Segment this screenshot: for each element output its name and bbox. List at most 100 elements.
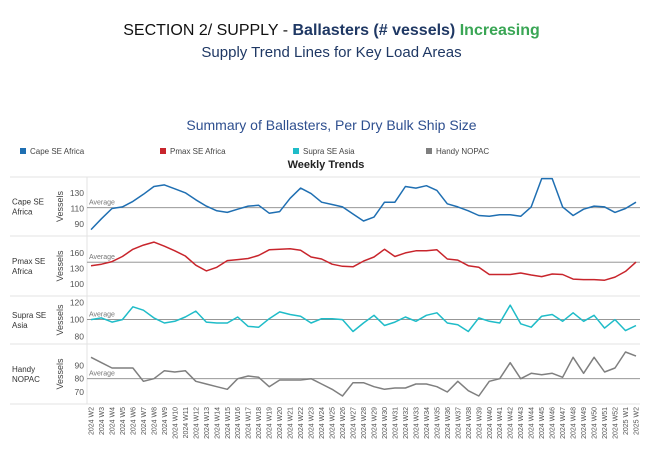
x-tick-label: 2024 W39 xyxy=(476,407,483,439)
y-tick-label: 160 xyxy=(70,248,84,258)
average-label: Average xyxy=(89,371,115,378)
y-tick-label: 90 xyxy=(75,360,85,370)
x-tick-label: 2024 W3 xyxy=(99,407,106,435)
legend-label: Cape SE Africa xyxy=(30,147,85,156)
x-tick-label: 2024 W4 xyxy=(110,407,117,435)
panel-label: Asia xyxy=(12,321,28,330)
x-tick-label: 2024 W22 xyxy=(298,407,305,439)
x-tick-label: 2024 W46 xyxy=(550,407,557,439)
x-tick-label: 2024 W21 xyxy=(288,407,295,439)
x-tick-label: 2024 W15 xyxy=(225,407,232,439)
series-line xyxy=(90,241,637,281)
x-tick-label: 2024 W33 xyxy=(413,407,420,439)
x-tick-label: 2024 W48 xyxy=(571,407,578,439)
x-tick-label: 2024 W41 xyxy=(497,407,504,439)
panel-label: Cape SE xyxy=(12,198,44,207)
x-tick-label: 2024 W49 xyxy=(581,407,588,439)
y-tick-label: 120 xyxy=(70,298,84,308)
panel-label: Pmax SE xyxy=(12,257,45,266)
y-tick-label: 100 xyxy=(70,279,84,289)
x-tick-label: 2024 W37 xyxy=(455,407,462,439)
legend-label: Pmax SE Africa xyxy=(170,147,226,156)
y-tick-label: 110 xyxy=(70,203,84,213)
section-heading: SECTION 2/ SUPPLY - Ballasters (# vessel… xyxy=(0,22,663,40)
x-tick-label: 2024 W50 xyxy=(592,407,599,439)
trend-status: Increasing xyxy=(459,22,540,39)
y-axis-title: Vessels xyxy=(55,250,65,282)
legend-swatch xyxy=(293,148,299,154)
x-tick-label: 2025 W2 xyxy=(634,407,641,435)
x-tick-label: 2024 W10 xyxy=(172,407,179,439)
x-tick-label: 2024 W17 xyxy=(246,407,253,439)
x-tick-label: 2024 W18 xyxy=(256,407,263,439)
x-tick-label: 2024 W44 xyxy=(529,407,536,439)
x-tick-label: 2024 W36 xyxy=(445,407,452,439)
y-tick-label: 100 xyxy=(70,315,84,325)
x-tick-label: 2024 W19 xyxy=(267,407,274,439)
x-tick-label: 2024 W38 xyxy=(466,407,473,439)
x-tick-label: 2024 W32 xyxy=(403,407,410,439)
x-tick-label: 2024 W11 xyxy=(183,407,190,438)
x-tick-label: 2024 W25 xyxy=(330,407,337,439)
x-tick-label: 2024 W51 xyxy=(602,407,609,439)
legend-swatch xyxy=(426,148,432,154)
x-tick-label: 2024 W14 xyxy=(214,407,221,439)
x-tick-label: 2024 W9 xyxy=(162,407,169,435)
x-tick-label: 2024 W31 xyxy=(392,407,399,439)
x-tick-label: 2024 W5 xyxy=(120,407,127,435)
x-tick-label: 2024 W45 xyxy=(539,407,546,439)
y-axis-title: Vessels xyxy=(55,304,65,336)
legend-label: Supra SE Asia xyxy=(303,147,355,156)
x-tick-label: 2024 W26 xyxy=(340,407,347,439)
x-tick-label: 2024 W27 xyxy=(351,407,358,439)
series-line xyxy=(90,177,637,231)
legend-swatch xyxy=(160,148,166,154)
legend-label: Handy NOPAC xyxy=(436,147,489,156)
series-line xyxy=(90,351,637,397)
x-tick-label: 2024 W6 xyxy=(130,407,137,435)
y-tick-label: 80 xyxy=(75,374,85,384)
x-tick-label: 2024 W47 xyxy=(560,407,567,439)
y-tick-label: 70 xyxy=(75,387,85,397)
section-subject: Ballasters (# vessels) xyxy=(292,22,456,39)
x-tick-label: 2024 W40 xyxy=(487,407,494,439)
panel-label: Africa xyxy=(12,267,33,276)
y-axis-title: Vessels xyxy=(55,358,65,390)
x-tick-label: 2024 W13 xyxy=(204,407,211,439)
section-subtitle: Supply Trend Lines for Key Load Areas xyxy=(201,44,462,61)
chart-subtitle: Weekly Trends xyxy=(288,159,365,171)
section-prefix: SECTION 2/ SUPPLY - xyxy=(123,22,293,39)
x-tick-label: 2024 W29 xyxy=(372,407,379,439)
panel-label: Supra SE xyxy=(12,311,46,320)
x-tick-label: 2024 W23 xyxy=(309,407,316,439)
average-label: Average xyxy=(89,254,115,261)
y-axis-title: Vessels xyxy=(55,190,65,222)
x-tick-label: 2024 W24 xyxy=(319,407,326,439)
x-tick-label: 2024 W8 xyxy=(151,407,158,435)
panel-label: Africa xyxy=(12,208,33,217)
x-tick-label: 2025 W1 xyxy=(623,407,630,435)
chart-title: Summary of Ballasters, Per Dry Bulk Ship… xyxy=(186,117,477,133)
x-tick-label: 2024 W20 xyxy=(277,407,284,439)
average-label: Average xyxy=(89,200,115,207)
x-tick-label: 2024 W35 xyxy=(434,407,441,439)
x-tick-label: 2024 W43 xyxy=(518,407,525,439)
x-tick-label: 2024 W16 xyxy=(235,407,242,439)
y-tick-label: 80 xyxy=(75,332,85,342)
x-tick-label: 2024 W34 xyxy=(424,407,431,439)
legend-swatch xyxy=(20,148,26,154)
y-tick-label: 90 xyxy=(75,219,85,229)
panel-label: Handy xyxy=(12,365,35,374)
x-tick-label: 2024 W12 xyxy=(193,407,200,439)
x-tick-label: 2024 W7 xyxy=(141,407,148,435)
x-tick-label: 2024 W28 xyxy=(361,407,368,439)
x-tick-label: 2024 W30 xyxy=(382,407,389,439)
x-tick-label: 2024 W52 xyxy=(613,407,620,439)
x-tick-label: 2024 W2 xyxy=(89,407,96,435)
series-line xyxy=(90,304,637,333)
y-tick-label: 130 xyxy=(70,263,84,273)
panel-label: NOPAC xyxy=(12,375,40,384)
average-label: Average xyxy=(89,312,115,319)
y-tick-label: 130 xyxy=(70,188,84,198)
